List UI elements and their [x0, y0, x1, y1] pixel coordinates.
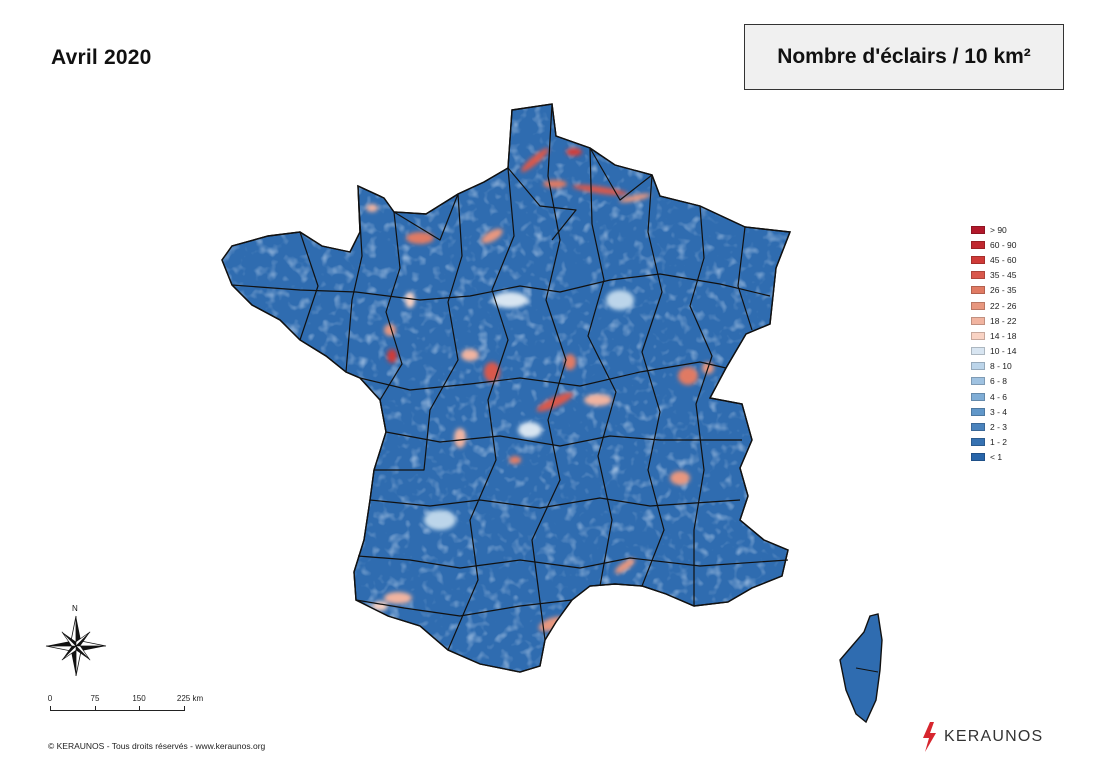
compass-rose-icon [45, 615, 107, 676]
legend-label: < 1 [990, 452, 1003, 463]
legend-item: 1 - 2 [971, 435, 1016, 450]
legend-item: 60 - 90 [971, 237, 1016, 252]
lightning-hotspots [366, 148, 714, 632]
lightning-bolt-icon [923, 722, 936, 752]
legend-swatch [971, 423, 985, 432]
legend-label: 6 - 8 [990, 376, 1008, 387]
legend-item: 22 - 26 [971, 298, 1016, 313]
corsica-border [855, 667, 879, 673]
legend-label: 60 - 90 [990, 239, 1017, 250]
legend-label: 26 - 35 [990, 285, 1017, 296]
legend-swatch [971, 316, 985, 325]
legend-item: > 90 [971, 222, 1016, 237]
legend-item: 14 - 18 [971, 328, 1016, 343]
scale-tick-label: 225 km [176, 694, 204, 703]
legend: > 90 60 - 90 45 - 60 35 - 45 26 - 35 22 - 26 1… [971, 222, 1016, 465]
corsica [839, 613, 883, 724]
scale-tick-label: 0 [47, 694, 53, 703]
legend-label: 1 - 2 [990, 437, 1008, 448]
legend-swatch [971, 377, 985, 386]
brand-name: KERAUNOS [944, 728, 1044, 745]
legend-label: 8 - 10 [990, 361, 1012, 372]
legend-swatch [971, 255, 985, 264]
legend-label: > 90 [990, 224, 1007, 235]
legend-label: 14 - 18 [990, 330, 1017, 341]
legend-item: 6 - 8 [971, 374, 1016, 389]
legend-label: 10 - 14 [990, 346, 1017, 357]
legend-swatch [971, 392, 985, 401]
compass-north-label: N [72, 604, 78, 613]
legend-swatch [971, 407, 985, 416]
map-title-box: Nombre d'éclairs / 10 km² [744, 24, 1064, 90]
scale-bar-line [50, 710, 185, 711]
scale-tick [50, 706, 51, 711]
legend-item: 10 - 14 [971, 344, 1016, 359]
map-texture [222, 104, 790, 672]
legend-item: 18 - 22 [971, 313, 1016, 328]
legend-item: 26 - 35 [971, 283, 1016, 298]
corsica-shape [839, 613, 883, 724]
map-title: Nombre d'éclairs / 10 km² [777, 45, 1031, 68]
scale-tick [184, 706, 185, 711]
legend-item: < 1 [971, 450, 1016, 465]
legend-item: 4 - 6 [971, 389, 1016, 404]
legend-label: 4 - 6 [990, 391, 1008, 402]
legend-swatch [971, 438, 985, 447]
legend-label: 22 - 26 [990, 300, 1017, 311]
legend-swatch [971, 301, 985, 310]
legend-label: 35 - 45 [990, 270, 1017, 281]
france-mainland [221, 103, 791, 673]
scale-bar: 0 75 150 225 km [47, 694, 227, 718]
scale-tick-label: 75 [90, 694, 100, 703]
copyright-text: © KERAUNOS - Tous droits réservés - www.… [48, 741, 266, 751]
map-noise [222, 104, 790, 672]
department-borders [231, 103, 789, 651]
legend-swatch [971, 331, 985, 340]
legend-swatch [971, 362, 985, 371]
legend-label: 18 - 22 [990, 315, 1017, 326]
legend-item: 35 - 45 [971, 268, 1016, 283]
legend-label: 45 - 60 [990, 254, 1017, 265]
legend-label: 2 - 3 [990, 422, 1008, 433]
legend-item: 45 - 60 [971, 252, 1016, 267]
legend-swatch [971, 225, 985, 234]
scale-tick [95, 706, 96, 711]
legend-item: 3 - 4 [971, 404, 1016, 419]
legend-item: 8 - 10 [971, 359, 1016, 374]
legend-item: 2 - 3 [971, 419, 1016, 434]
legend-swatch [971, 240, 985, 249]
keraunos-logo: KERAUNOS [920, 722, 1043, 752]
legend-swatch [971, 286, 985, 295]
legend-swatch [971, 453, 985, 462]
scale-tick-label: 150 [132, 694, 146, 703]
page-title: Avril 2020 [51, 46, 152, 69]
legend-label: 3 - 4 [990, 406, 1008, 417]
legend-swatch [971, 347, 985, 356]
scale-tick [139, 706, 140, 711]
legend-swatch [971, 271, 985, 280]
